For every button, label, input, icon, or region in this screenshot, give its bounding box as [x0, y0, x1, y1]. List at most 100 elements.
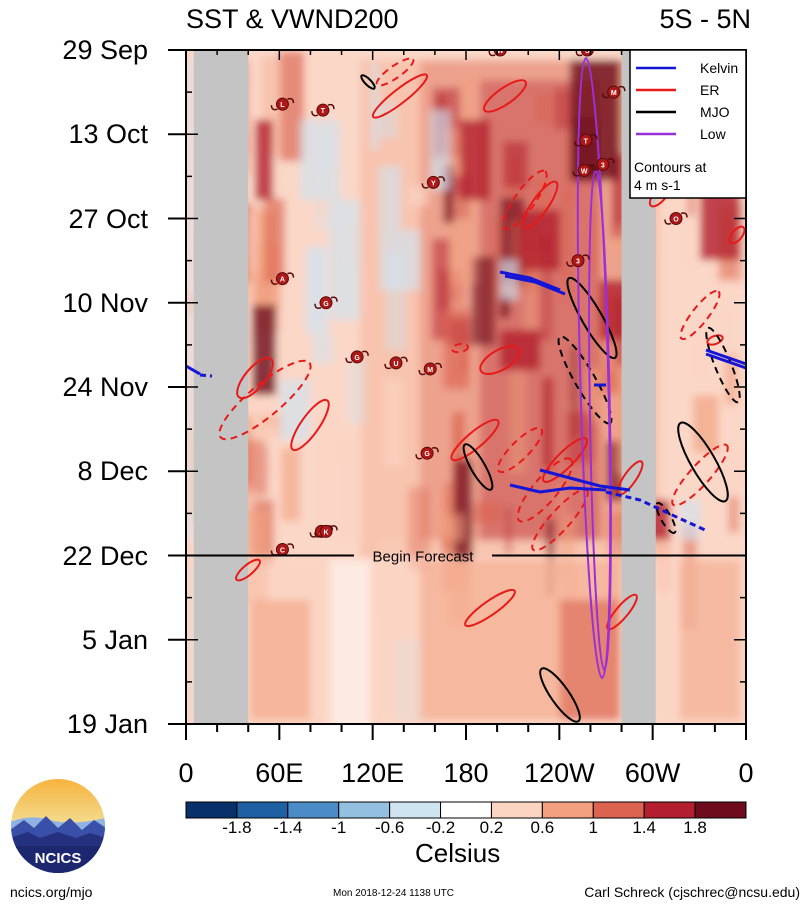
storm-label: A	[280, 277, 285, 284]
er-contour	[483, 79, 527, 113]
sst-patch	[449, 317, 471, 347]
kelvin-contour	[705, 348, 746, 366]
storm-marker: U	[384, 356, 408, 370]
sst-patch	[505, 506, 512, 555]
legend-label: ER	[700, 82, 719, 98]
storm-label: 3	[576, 259, 580, 266]
y-tick-label: 5 Jan	[81, 624, 148, 655]
sst-patch	[570, 347, 578, 439]
storm-label: S	[585, 48, 590, 55]
sst-patch	[680, 560, 740, 720]
colorbar-tick-label: -1.8	[222, 818, 252, 837]
storm-marker: M	[602, 85, 626, 99]
legend-note: 4 m s-1	[634, 177, 681, 193]
sst-patch	[473, 502, 501, 524]
storm-marker: O	[664, 212, 688, 225]
sst-patch	[492, 215, 502, 305]
legend: Kelvin ER MJO Low Contours at 4 m s-1	[629, 49, 747, 199]
y-tick-label: 27 Oct	[68, 203, 148, 234]
colorbar-segment	[236, 801, 289, 819]
storm-marker: W	[572, 163, 596, 177]
sst-patch	[591, 209, 599, 275]
chart-title: SST & VWND200	[186, 4, 399, 34]
y-tick-label: 19 Jan	[66, 709, 148, 739]
sst-patch	[443, 164, 455, 224]
x-tick-label: 120W	[524, 758, 595, 788]
sst-patch	[500, 260, 518, 300]
storm-marker: G	[314, 296, 338, 310]
storm-marker: Y	[421, 175, 446, 189]
sst-patch	[562, 190, 572, 300]
er-contour	[371, 73, 429, 119]
kelvin-contour	[186, 364, 201, 376]
er-contour	[218, 359, 312, 441]
sst-patch	[348, 359, 367, 424]
er-contour	[290, 398, 330, 452]
legend-label: Low	[700, 126, 727, 142]
sst-patch	[587, 369, 600, 422]
sst-patch	[312, 332, 333, 364]
y-tick-label: 29 Sep	[62, 35, 148, 65]
mjo-contour	[655, 502, 677, 534]
y-tick-label: 8 Dec	[77, 456, 148, 487]
kelvin-contour	[499, 270, 561, 292]
colorbar-tick-label: -1.4	[273, 818, 303, 837]
sst-patch	[728, 496, 740, 533]
sst-patch	[337, 433, 363, 541]
y-tick-label: 10 Nov	[62, 287, 148, 318]
mjo-contour	[360, 74, 376, 90]
mjo-contour	[566, 276, 618, 360]
storm-tracks: WSLTMTW3Y3OAGGUMGSKC	[270, 48, 688, 556]
storm-label: G	[424, 451, 430, 458]
storm-label: M	[611, 90, 617, 97]
x-tick-label: 0	[738, 758, 754, 788]
colorbar-segment	[490, 801, 543, 819]
colorbar-segment	[185, 801, 238, 819]
storm-marker: L	[270, 97, 295, 111]
storm-label: 3	[601, 162, 605, 169]
er-contour	[706, 334, 724, 346]
x-tick-label: 180	[443, 758, 489, 788]
storm-label: T	[584, 138, 589, 145]
colorbar-label: Celsius	[415, 838, 501, 868]
colorbar-segment	[440, 801, 492, 819]
colorbar-segment	[287, 801, 340, 819]
colorbar-tick-label: 0.2	[479, 818, 504, 837]
sst-patch	[380, 230, 420, 290]
storm-label: T	[321, 108, 326, 115]
sst-patch	[430, 110, 450, 190]
footer-timestamp: Mon 2018-12-24 1138 UTC	[333, 888, 454, 899]
colorbar-tick-label: -1	[331, 818, 347, 837]
footer-author: Carl Schreck (cjschrec@ncsu.edu)	[584, 884, 800, 900]
sst-patch	[554, 88, 572, 130]
colorbar-tick-label: 1.4	[632, 818, 656, 837]
er-contour	[235, 558, 261, 582]
er-contour	[464, 588, 516, 628]
sst-patch	[499, 293, 510, 319]
er-contour	[496, 426, 544, 474]
kelvin-contour	[509, 483, 607, 494]
sst-patch	[330, 560, 370, 724]
sst-patch	[376, 102, 398, 139]
storm-marker: M	[418, 362, 442, 376]
storm-label: U	[393, 361, 398, 368]
logo-text: NCICS	[35, 850, 82, 867]
mjo-contour	[677, 421, 729, 503]
storm-marker: G	[415, 446, 439, 460]
er-contour	[502, 169, 548, 231]
kelvin-contour	[539, 468, 631, 492]
sst-patch	[408, 487, 431, 571]
colorbar-tick-label: -0.2	[425, 818, 456, 837]
x-tick-label: 60W	[624, 758, 681, 788]
sst-patch	[255, 120, 273, 200]
kelvin-contour	[199, 373, 213, 378]
er-contour	[542, 437, 588, 483]
sst-patch	[471, 256, 496, 346]
storm-label: K	[323, 529, 328, 536]
sst-patch	[281, 447, 300, 522]
sst-patch	[723, 307, 731, 363]
sst-patch	[726, 449, 746, 490]
sst-patch	[371, 63, 379, 151]
sst-patch	[695, 315, 708, 380]
kelvin-contour	[504, 274, 566, 296]
